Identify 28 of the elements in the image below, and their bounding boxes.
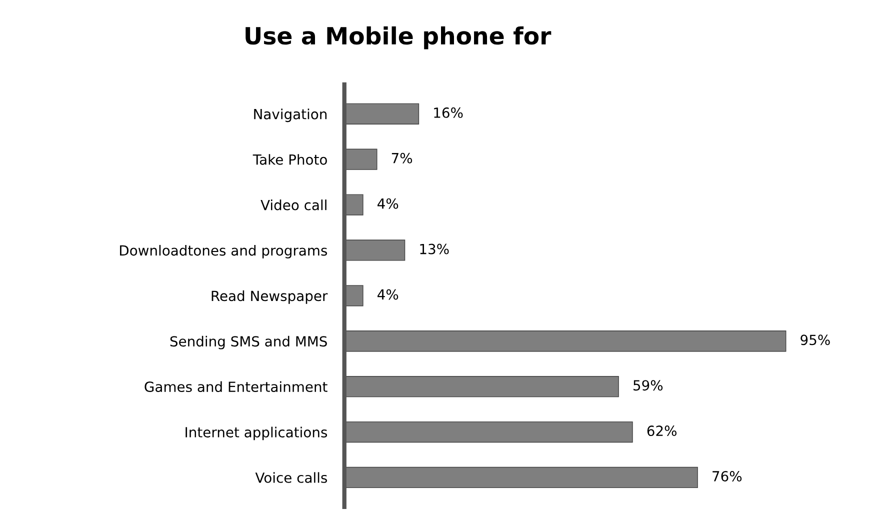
bar [344, 330, 786, 352]
data-label: 7% [392, 152, 412, 164]
y-tick-label: Sending SMS and MMS [170, 336, 327, 350]
y-tick-label: Navigation [254, 108, 327, 122]
y-tick-label: Downloadtones and programs [120, 244, 328, 258]
y-tick-label: Internet applications [186, 426, 328, 440]
bar [344, 240, 406, 261]
data-label: 62% [647, 426, 676, 436]
bar [344, 466, 698, 488]
bar [344, 285, 364, 306]
data-label: 95% [800, 334, 830, 346]
data-label: 59% [634, 380, 663, 391]
y-tick-label: Video call [260, 200, 326, 210]
data-label: 16% [434, 107, 463, 118]
bar [344, 103, 420, 124]
bar [344, 148, 378, 170]
data-label: 13% [420, 244, 449, 254]
data-label: 4% [378, 289, 398, 300]
bar [344, 194, 364, 216]
bar [344, 376, 619, 398]
bar [344, 421, 633, 443]
data-label: 4% [378, 198, 398, 209]
chart-title: Use a Mobile phone for [246, 26, 552, 50]
y-tick-label: Games and Entertainment [144, 381, 328, 392]
y-tick-label: Take Photo [252, 154, 327, 165]
y-tick-label: Voice calls [255, 472, 328, 483]
data-label: 76% [712, 470, 742, 482]
y-tick-label: Read Newspaper [212, 290, 328, 304]
